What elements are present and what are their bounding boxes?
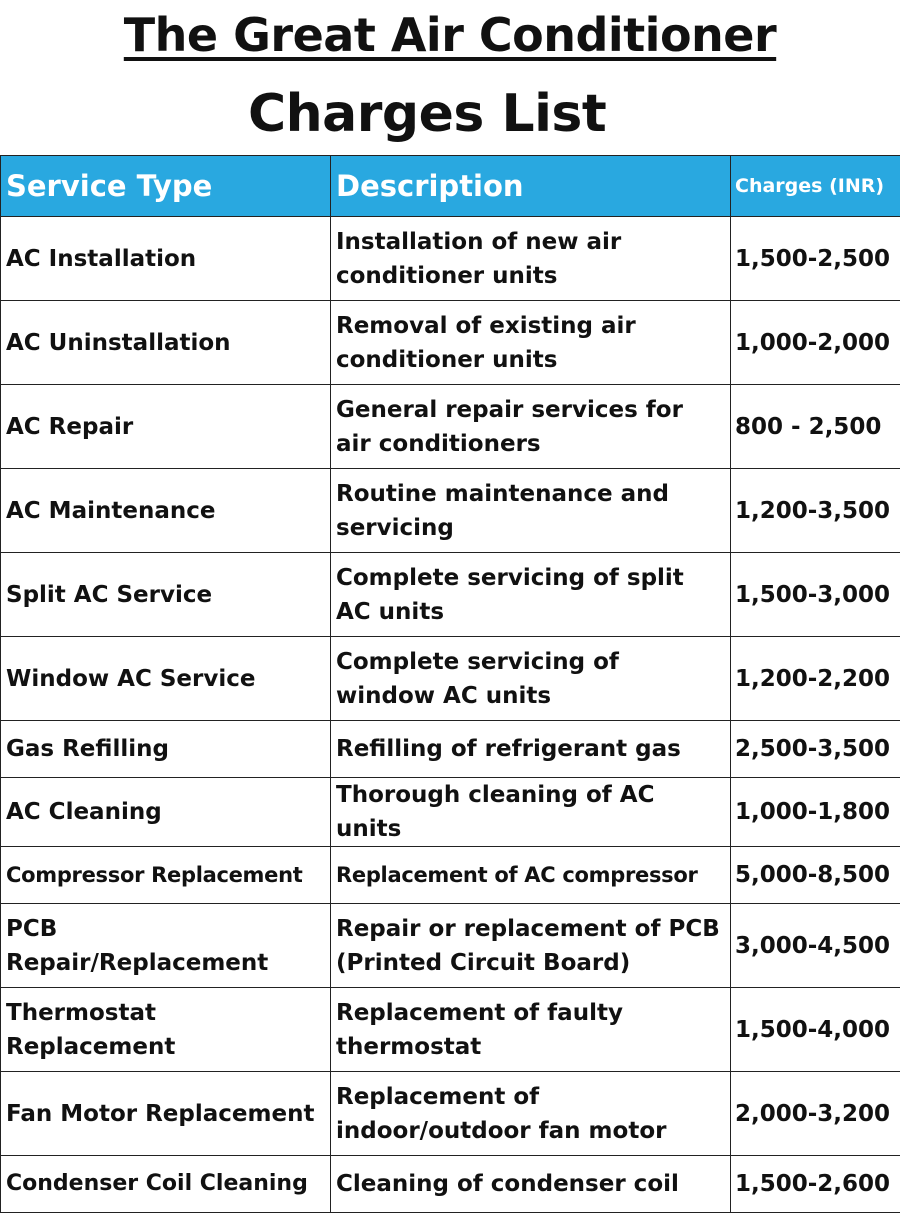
table-row: AC Cleaning Thorough cleaning of AC unit… [1,778,900,847]
description-cell: Thorough cleaning of AC units [331,778,731,847]
service-cell: PCB Repair/Replacement [1,904,331,988]
table-row: Split AC Service Complete servicing of s… [1,553,900,637]
service-cell: Compressor Replacement [1,847,331,904]
description-cell: General repair services for air conditio… [331,385,731,469]
charges-cell: 2,500-3,500 [731,721,900,778]
charges-cell: 5,000-8,500 [731,847,900,904]
table-row: PCB Repair/Replacement Repair or replace… [1,904,900,988]
charges-cell: 800 - 2,500 [731,385,900,469]
service-cell: Thermostat Replacement [1,988,331,1072]
description-cell: Refilling of refrigerant gas [331,721,731,778]
table-row: Thermostat Replacement Replacement of fa… [1,988,900,1072]
description-cell: Routine maintenance and servicing [331,469,731,553]
charges-cell: 3,000-4,500 [731,904,900,988]
service-cell: Fan Motor Replacement [1,1072,331,1156]
service-cell: AC Uninstallation [1,301,331,385]
service-cell: AC Installation [1,217,331,301]
description-cell: Replacement of faulty thermostat [331,988,731,1072]
table-row: AC Installation Installation of new air … [1,217,900,301]
description-cell: Replacement of AC compressor [331,847,731,904]
header-charges: Charges (INR) [731,156,900,217]
charges-cell: 1,500-4,000 [731,988,900,1072]
table-row: Fan Motor Replacement Replacement of ind… [1,1072,900,1156]
description-cell: Complete servicing of window AC units [331,637,731,721]
table-row: Gas Refilling Refilling of refrigerant g… [1,721,900,778]
charges-table: Service Type Description Charges (INR) A… [0,155,900,1213]
header-description: Description [331,156,731,217]
charges-cell: 1,000-1,800 [731,778,900,847]
table-row: Condenser Coil Cleaning Cleaning of cond… [1,1156,900,1213]
description-cell: Complete servicing of split AC units [331,553,731,637]
header-service-type: Service Type [1,156,331,217]
service-cell: Window AC Service [1,637,331,721]
service-cell: Condenser Coil Cleaning [1,1156,331,1213]
description-cell: Removal of existing air conditioner unit… [331,301,731,385]
table-row: Window AC Service Complete servicing of … [1,637,900,721]
service-cell: AC Cleaning [1,778,331,847]
table-header-row: Service Type Description Charges (INR) [1,156,900,217]
charges-cell: 1,200-2,200 [731,637,900,721]
charges-cell: 2,000-3,200 [731,1072,900,1156]
table-row: AC Maintenance Routine maintenance and s… [1,469,900,553]
description-cell: Replacement of indoor/outdoor fan motor [331,1072,731,1156]
page-subtitle: Charges List [248,84,606,144]
description-cell: Cleaning of condenser coil [331,1156,731,1213]
page-title: The Great Air Conditioner [0,8,900,62]
service-cell: AC Repair [1,385,331,469]
table-row: Compressor Replacement Replacement of AC… [1,847,900,904]
charges-cell: 1,000-2,000 [731,301,900,385]
service-cell: Split AC Service [1,553,331,637]
charges-cell: 1,500-3,000 [731,553,900,637]
charges-cell: 1,200-3,500 [731,469,900,553]
table-row: AC Repair General repair services for ai… [1,385,900,469]
title-block: The Great Air Conditioner Charges List [0,0,900,155]
table-row: AC Uninstallation Removal of existing ai… [1,301,900,385]
description-cell: Installation of new air conditioner unit… [331,217,731,301]
charges-cell: 1,500-2,500 [731,217,900,301]
service-cell: Gas Refilling [1,721,331,778]
charges-cell: 1,500-2,600 [731,1156,900,1213]
service-cell: AC Maintenance [1,469,331,553]
description-cell: Repair or replacement of PCB (Printed Ci… [331,904,731,988]
